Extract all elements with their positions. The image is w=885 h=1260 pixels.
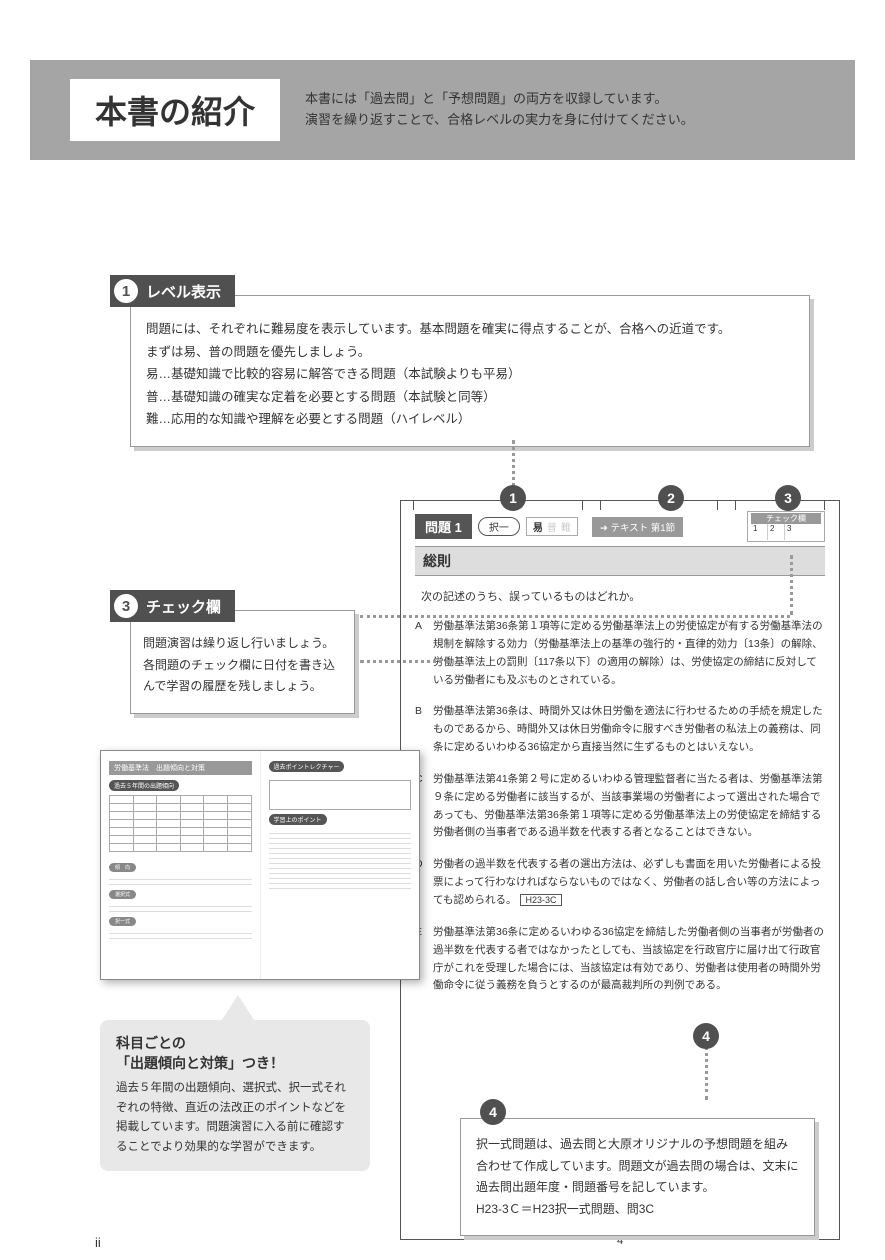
callout-3: 3 bbox=[775, 485, 801, 511]
option-e: E 労働基準法第36条に定めるいわゆる36協定を締結した労働者側の当事者が労働者… bbox=[415, 924, 825, 995]
check-column: チェック欄 1 2 3 bbox=[747, 511, 825, 542]
section-1-badge: 1 レベル表示 bbox=[110, 275, 235, 307]
s1-text-4: 普…基礎知識の確実な定着を必要とする問題（本試験と同等） bbox=[146, 386, 794, 409]
mock-header: 問題 1 択一 易 普 難 ➜ テキスト 第1節 チェック欄 1 2 3 bbox=[415, 511, 825, 542]
past-question-ref: H23-3C bbox=[520, 894, 561, 906]
subtitle-line2: 演習を繰り返すことで、合格レベルの実力を身に付けてください。 bbox=[305, 110, 694, 131]
s4-text-1: 択一式問題は、過去問と大原オリジナルの予想問題を組み合わせて作成しています。問題… bbox=[476, 1134, 799, 1199]
badge-label-1: レベル表示 bbox=[146, 281, 221, 302]
connector-line bbox=[790, 555, 793, 615]
option-text: 労働者の過半数を代表する者の選出方法は、必ずしも書面を用いた労働者による投票によ… bbox=[433, 856, 825, 910]
connector-line bbox=[705, 1040, 708, 1100]
option-a: A 労働基準法第36条第１項等に定める労働基準法上の労使協定が有する労働基準法の… bbox=[415, 618, 825, 689]
option-text: 労働基準法第36条に定めるいわゆる36協定を締結した労働者側の当事者が労働者の過… bbox=[433, 924, 825, 995]
question-type-pill: 択一 bbox=[478, 517, 520, 536]
speech-title: 科目ごとの 「出題傾向と対策」つき！ bbox=[116, 1034, 354, 1073]
section-3-box: 問題演習は繰り返し行いましょう。各問題のチェック欄に日付を書き込んで学習の履歴を… bbox=[130, 610, 355, 714]
question-tag: 問題 1 bbox=[415, 514, 472, 539]
thumbnail-spread: 労働基準法 出題傾向と対策 過去５年間の出題傾向 傾 向 選択式 択一式 過去ポ… bbox=[100, 750, 420, 980]
s1-text-3: 易…基礎知識で比較的容易に解答できる問題（本試験よりも平易） bbox=[146, 363, 794, 386]
connector-line bbox=[360, 615, 790, 618]
check-cells: 1 2 3 bbox=[751, 524, 821, 540]
diff-normal: 普 bbox=[545, 519, 559, 534]
thumb-pill-3: 択一式 bbox=[109, 917, 136, 926]
difficulty-selector: 易 普 難 bbox=[526, 517, 578, 536]
page-title: 本書の紹介 bbox=[70, 79, 280, 141]
check-cell-2: 2 bbox=[768, 524, 785, 540]
callout-2: 2 bbox=[658, 485, 684, 511]
thumb-pill-1: 傾 向 bbox=[109, 863, 136, 872]
page-subtitle: 本書には「過去問」と「予想問題」の両方を収録しています。 演習を繰り返すことで、… bbox=[305, 89, 694, 131]
callout-4a: 4 bbox=[693, 1023, 719, 1049]
option-b: B 労働基準法第36条は、時間外又は休日労働を適法に行わせるための手続を規定した… bbox=[415, 703, 825, 757]
option-d: D 労働者の過半数を代表する者の選出方法は、必ずしも書面を用いた労働者による投票… bbox=[415, 856, 825, 910]
question-instruction: 次の記述のうち、誤っているものはどれか。 bbox=[421, 588, 825, 604]
thumb-sub-r2: 学習上のポイント bbox=[269, 814, 327, 825]
diff-hard: 難 bbox=[559, 519, 573, 534]
speech-text: 過去５年間の出題傾向、選択式、択一式それぞれの特徴、直近の法改正のポイントなどを… bbox=[116, 1079, 354, 1157]
option-text: 労働基準法第41条第２号に定めるいわゆる管理監督者に当たる者は、労働基準法第９条… bbox=[433, 771, 825, 842]
thumb-left-page: 労働基準法 出題傾向と対策 過去５年間の出題傾向 傾 向 選択式 択一式 bbox=[101, 751, 261, 979]
check-cell-3: 3 bbox=[785, 524, 802, 540]
check-header: チェック欄 bbox=[751, 513, 821, 524]
text-reference-link: ➜ テキスト 第1節 bbox=[592, 517, 683, 537]
section-1-box: 問題には、それぞれに難易度を表示しています。基本問題を確実に得点することが、合格… bbox=[130, 295, 810, 447]
header-bar: 本書の紹介 本書には「過去問」と「予想問題」の両方を収録しています。 演習を繰り… bbox=[30, 60, 855, 160]
thumb-sub-r1: 過去ポイントレクチャー bbox=[269, 761, 345, 772]
question-title: 総則 bbox=[415, 546, 825, 576]
option-letter: A bbox=[415, 618, 433, 689]
connector-line bbox=[360, 660, 450, 663]
option-text: 労働基準法第36条は、時間外又は休日労働を適法に行わせるための手続を規定したもの… bbox=[433, 703, 825, 757]
badge-label-3: チェック欄 bbox=[146, 596, 221, 617]
mock-page-number: 4 bbox=[612, 1235, 628, 1247]
thumb-pill-2: 選択式 bbox=[109, 890, 136, 899]
callout-1: 1 bbox=[500, 485, 526, 511]
callout-4b: 4 bbox=[480, 1099, 506, 1125]
section-3-badge: 3 チェック欄 bbox=[110, 590, 235, 622]
section-4-box: 択一式問題は、過去問と大原オリジナルの予想問題を組み合わせて作成しています。問題… bbox=[460, 1118, 815, 1236]
badge-num-1: 1 bbox=[114, 279, 138, 303]
s4-text-2: H23-3Ｃ＝H23択一式問題、問3C bbox=[476, 1199, 799, 1221]
thumb-sub1: 過去５年間の出題傾向 bbox=[109, 780, 179, 791]
s1-text-1: 問題には、それぞれに難易度を表示しています。基本問題を確実に得点することが、合格… bbox=[146, 318, 794, 341]
badge-num-3: 3 bbox=[114, 594, 138, 618]
option-letter: B bbox=[415, 703, 433, 757]
diff-easy: 易 bbox=[531, 519, 545, 534]
speech-bubble: 科目ごとの 「出題傾向と対策」つき！ 過去５年間の出題傾向、選択式、択一式それぞ… bbox=[100, 1020, 370, 1171]
check-cell-1: 1 bbox=[751, 524, 768, 540]
page-number: ii bbox=[95, 1235, 101, 1250]
s3-text: 問題演習は繰り返し行いましょう。各問題のチェック欄に日付を書き込んで学習の履歴を… bbox=[143, 633, 342, 698]
thumb-trend-table bbox=[109, 795, 252, 852]
option-c: C 労働基準法第41条第２号に定めるいわゆる管理監督者に当たる者は、労働基準法第… bbox=[415, 771, 825, 842]
bracket-1 bbox=[413, 500, 583, 510]
s1-text-2: まずは易、普の問題を優先しましょう。 bbox=[146, 341, 794, 364]
thumb-title: 労働基準法 出題傾向と対策 bbox=[109, 761, 252, 775]
thumb-right-page: 過去ポイントレクチャー 学習上のポイント bbox=[261, 751, 420, 979]
s1-text-5: 難…応用的な知識や理解を必要とする問題（ハイレベル） bbox=[146, 408, 794, 431]
subtitle-line1: 本書には「過去問」と「予想問題」の両方を収録しています。 bbox=[305, 89, 694, 110]
option-text: 労働基準法第36条第１項等に定める労働基準法上の労使協定が有する労働基準法の規制… bbox=[433, 618, 825, 689]
